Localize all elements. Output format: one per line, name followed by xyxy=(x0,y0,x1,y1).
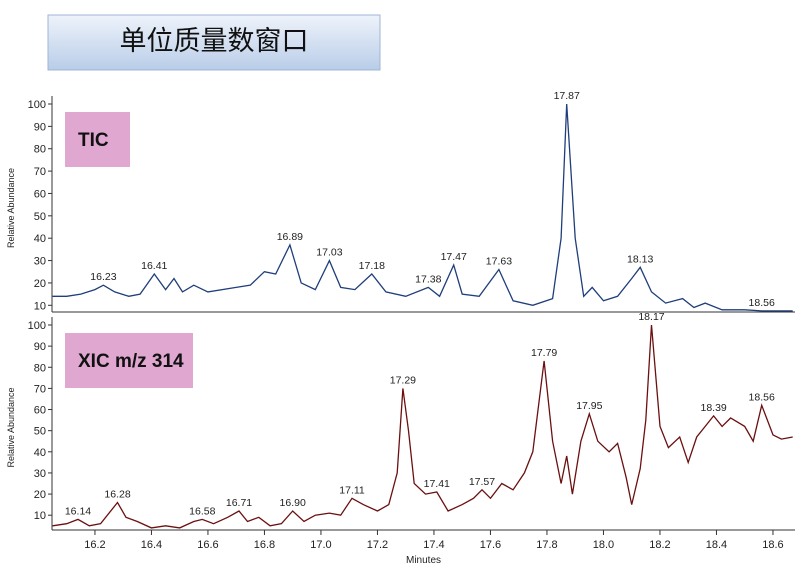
peak-label: 16.89 xyxy=(277,231,303,243)
y-tick-label: 100 xyxy=(28,320,46,332)
trace-label-box xyxy=(65,333,193,388)
peak-label: 18.56 xyxy=(749,391,775,403)
y-tick-label: 70 xyxy=(34,166,46,178)
y-tick-label: 50 xyxy=(34,211,46,223)
peak-label: 17.38 xyxy=(415,273,441,285)
peak-label: 17.18 xyxy=(359,260,385,272)
y-tick-label: 10 xyxy=(34,300,46,312)
x-tick-label: 18.0 xyxy=(593,539,614,551)
x-tick-label: 16.8 xyxy=(254,539,275,551)
peak-label: 16.41 xyxy=(141,260,167,272)
y-axis-label: Relative Abundance xyxy=(6,387,16,467)
peak-label: 16.90 xyxy=(280,497,306,509)
peak-label: 17.57 xyxy=(469,476,495,488)
y-tick-label: 90 xyxy=(34,341,46,353)
peak-label: 16.14 xyxy=(65,505,91,517)
y-tick-label: 60 xyxy=(34,188,46,200)
peak-label: 17.11 xyxy=(339,484,365,496)
peak-label: 16.28 xyxy=(104,489,130,501)
x-axis-label: Minutes xyxy=(406,555,441,566)
y-tick-label: 10 xyxy=(34,510,46,522)
peak-label: 18.17 xyxy=(638,311,664,323)
peak-label: 17.79 xyxy=(531,347,557,359)
x-tick-label: 18.2 xyxy=(649,539,670,551)
y-tick-label: 100 xyxy=(28,99,46,111)
x-tick-label: 18.6 xyxy=(762,539,783,551)
trace-line xyxy=(52,103,793,312)
x-tick-label: 17.6 xyxy=(480,539,501,551)
peak-label: 17.95 xyxy=(576,400,602,412)
y-tick-label: 60 xyxy=(34,405,46,417)
peak-label: 18.56 xyxy=(749,297,775,309)
title-box xyxy=(47,14,381,71)
y-axis-label: Relative Abundance xyxy=(6,168,16,248)
y-tick-label: 20 xyxy=(34,489,46,501)
peak-label: 16.23 xyxy=(90,271,116,283)
x-tick-label: 17.4 xyxy=(423,539,444,551)
peak-label: 18.39 xyxy=(700,402,726,414)
x-tick-label: 17.8 xyxy=(536,539,557,551)
trace-label: XIC m/z 314 xyxy=(78,351,184,372)
x-tick-label: 17.0 xyxy=(310,539,331,551)
x-tick-label: 17.2 xyxy=(367,539,388,551)
y-tick-label: 90 xyxy=(34,121,46,133)
peak-label: 17.29 xyxy=(390,374,416,386)
trace-label: TIC xyxy=(78,130,109,151)
peak-label: 16.58 xyxy=(189,505,215,517)
y-tick-label: 40 xyxy=(34,233,46,245)
x-tick-label: 16.4 xyxy=(141,539,162,551)
y-tick-label: 30 xyxy=(34,468,46,480)
peak-label: 17.63 xyxy=(486,256,512,268)
y-tick-label: 70 xyxy=(34,383,46,395)
peak-label: 16.71 xyxy=(226,497,252,509)
peak-label: 17.41 xyxy=(424,478,450,490)
x-tick-label: 16.6 xyxy=(197,539,218,551)
y-tick-label: 80 xyxy=(34,362,46,374)
peak-label: 18.13 xyxy=(627,253,653,265)
y-tick-label: 50 xyxy=(34,426,46,438)
peak-label: 17.87 xyxy=(554,90,580,102)
y-tick-label: 40 xyxy=(34,447,46,459)
peak-label: 17.03 xyxy=(316,247,342,259)
y-tick-label: 20 xyxy=(34,278,46,290)
trace-label-box xyxy=(65,112,130,167)
y-tick-label: 80 xyxy=(34,144,46,156)
peak-label: 17.47 xyxy=(441,251,467,263)
x-tick-label: 18.4 xyxy=(706,539,727,551)
trace-line xyxy=(52,324,793,529)
page-title: 单位质量数窗口 xyxy=(120,26,309,56)
y-tick-label: 30 xyxy=(34,256,46,268)
x-tick-label: 16.2 xyxy=(84,539,105,551)
